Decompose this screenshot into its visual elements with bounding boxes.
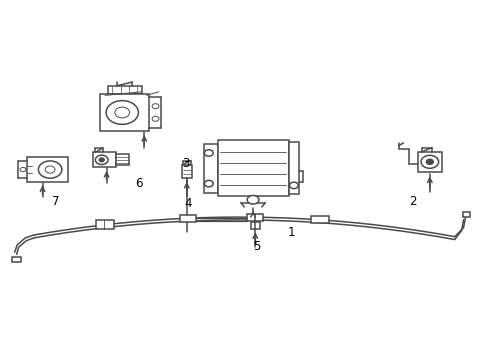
Circle shape	[95, 155, 108, 165]
Text: 6: 6	[135, 177, 143, 190]
Bar	[217, 140, 288, 196]
Circle shape	[289, 182, 298, 189]
Bar	[27, 157, 68, 182]
Bar	[462, 212, 469, 217]
Bar	[12, 257, 20, 262]
Bar	[288, 142, 299, 194]
Bar	[96, 220, 114, 229]
Bar	[417, 152, 441, 172]
Text: 5: 5	[252, 240, 260, 253]
Circle shape	[204, 150, 213, 156]
Text: 3: 3	[182, 157, 189, 170]
Text: 1: 1	[286, 226, 294, 239]
Text: 2: 2	[408, 195, 416, 208]
Circle shape	[115, 107, 129, 118]
Bar	[93, 152, 116, 167]
Bar	[107, 86, 142, 94]
Circle shape	[20, 167, 26, 172]
Circle shape	[420, 156, 438, 168]
Circle shape	[152, 104, 159, 109]
Bar	[100, 94, 149, 131]
Bar	[180, 215, 196, 222]
Bar	[116, 154, 128, 165]
Circle shape	[106, 100, 138, 125]
Bar	[311, 216, 328, 224]
Text: 4: 4	[184, 197, 192, 210]
Circle shape	[426, 159, 432, 165]
Bar	[203, 144, 217, 193]
Text: 7: 7	[52, 195, 60, 208]
Bar	[182, 165, 191, 178]
Bar	[250, 222, 259, 229]
Circle shape	[38, 161, 61, 178]
Bar	[247, 213, 263, 221]
Circle shape	[99, 158, 104, 162]
Circle shape	[246, 195, 259, 204]
Circle shape	[152, 116, 159, 121]
Circle shape	[204, 180, 213, 187]
Circle shape	[45, 166, 55, 173]
